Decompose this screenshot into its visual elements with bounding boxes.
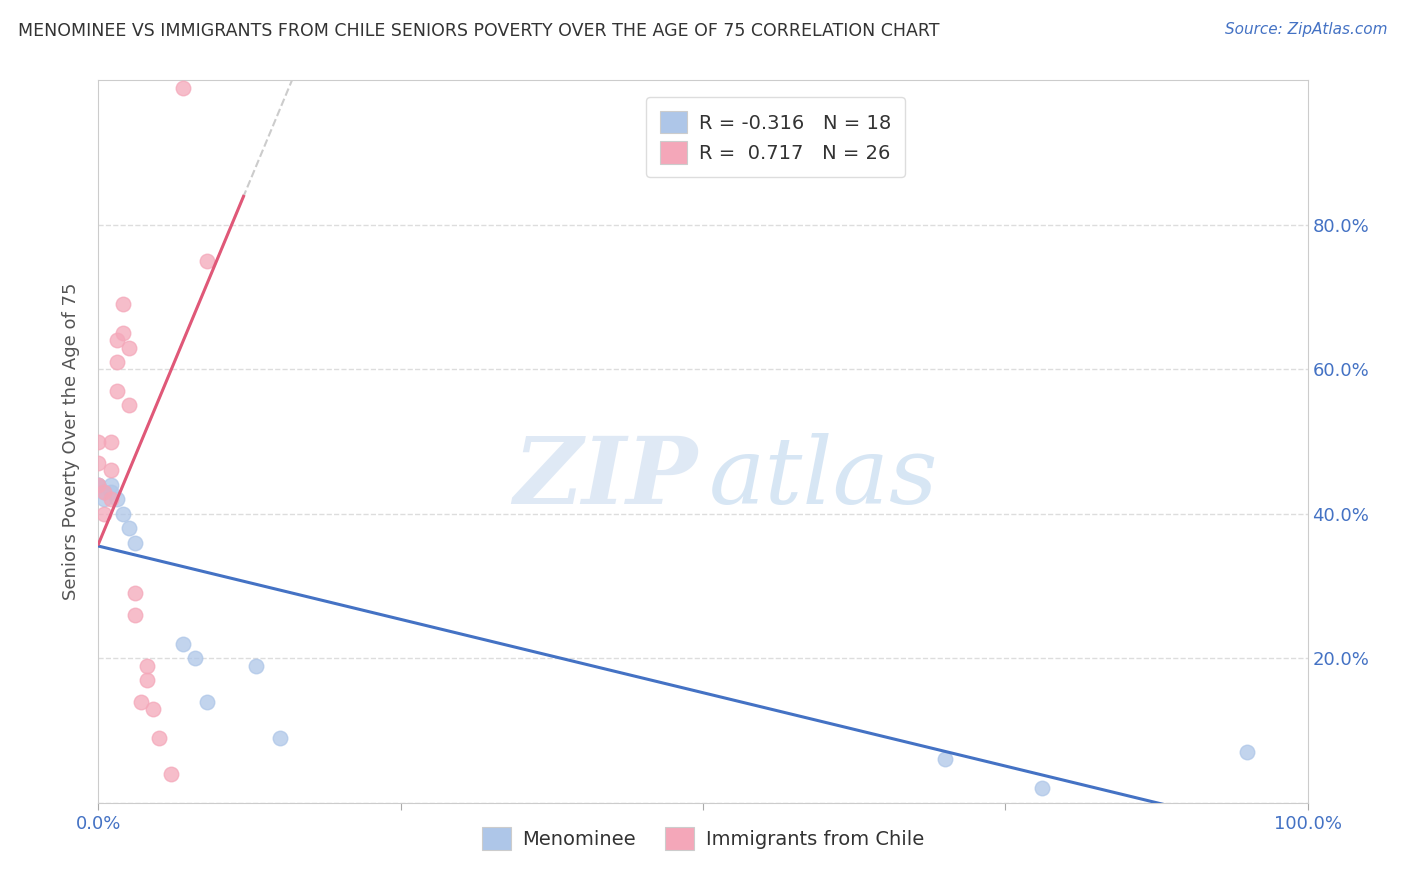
Point xyxy=(118,521,141,535)
Point xyxy=(105,355,128,369)
Point xyxy=(87,478,110,492)
Point xyxy=(100,492,122,507)
Point xyxy=(105,492,128,507)
Point xyxy=(124,586,146,600)
Point xyxy=(172,80,194,95)
Point xyxy=(87,434,110,449)
Point xyxy=(100,463,122,477)
Point xyxy=(1236,745,1258,759)
Point xyxy=(105,334,128,348)
Point xyxy=(93,492,115,507)
Point xyxy=(93,507,115,521)
Point xyxy=(124,607,146,622)
Point xyxy=(118,341,141,355)
Point xyxy=(100,478,122,492)
Point xyxy=(135,658,157,673)
Point xyxy=(934,752,956,766)
Point xyxy=(142,702,165,716)
Text: Source: ZipAtlas.com: Source: ZipAtlas.com xyxy=(1225,22,1388,37)
Point xyxy=(111,297,134,311)
Point xyxy=(111,507,134,521)
Point xyxy=(245,658,267,673)
Point xyxy=(100,485,122,500)
Point xyxy=(87,456,110,470)
Point xyxy=(87,478,110,492)
Legend: Menominee, Immigrants from Chile: Menominee, Immigrants from Chile xyxy=(474,819,932,858)
Point xyxy=(93,485,115,500)
Point xyxy=(105,384,128,398)
Point xyxy=(135,673,157,687)
Point xyxy=(111,326,134,340)
Point xyxy=(87,478,110,492)
Text: ZIP: ZIP xyxy=(513,433,697,523)
Point xyxy=(195,695,218,709)
Point xyxy=(148,731,170,745)
Point xyxy=(129,695,152,709)
Y-axis label: Seniors Poverty Over the Age of 75: Seniors Poverty Over the Age of 75 xyxy=(62,283,80,600)
Point xyxy=(1031,781,1053,796)
Point xyxy=(195,253,218,268)
Point xyxy=(93,485,115,500)
Point xyxy=(172,637,194,651)
Text: atlas: atlas xyxy=(709,433,939,523)
Text: MENOMINEE VS IMMIGRANTS FROM CHILE SENIORS POVERTY OVER THE AGE OF 75 CORRELATIO: MENOMINEE VS IMMIGRANTS FROM CHILE SENIO… xyxy=(18,22,939,40)
Point xyxy=(184,651,207,665)
Point xyxy=(269,731,291,745)
Point xyxy=(124,535,146,549)
Point xyxy=(100,434,122,449)
Point xyxy=(118,398,141,412)
Point xyxy=(160,767,183,781)
